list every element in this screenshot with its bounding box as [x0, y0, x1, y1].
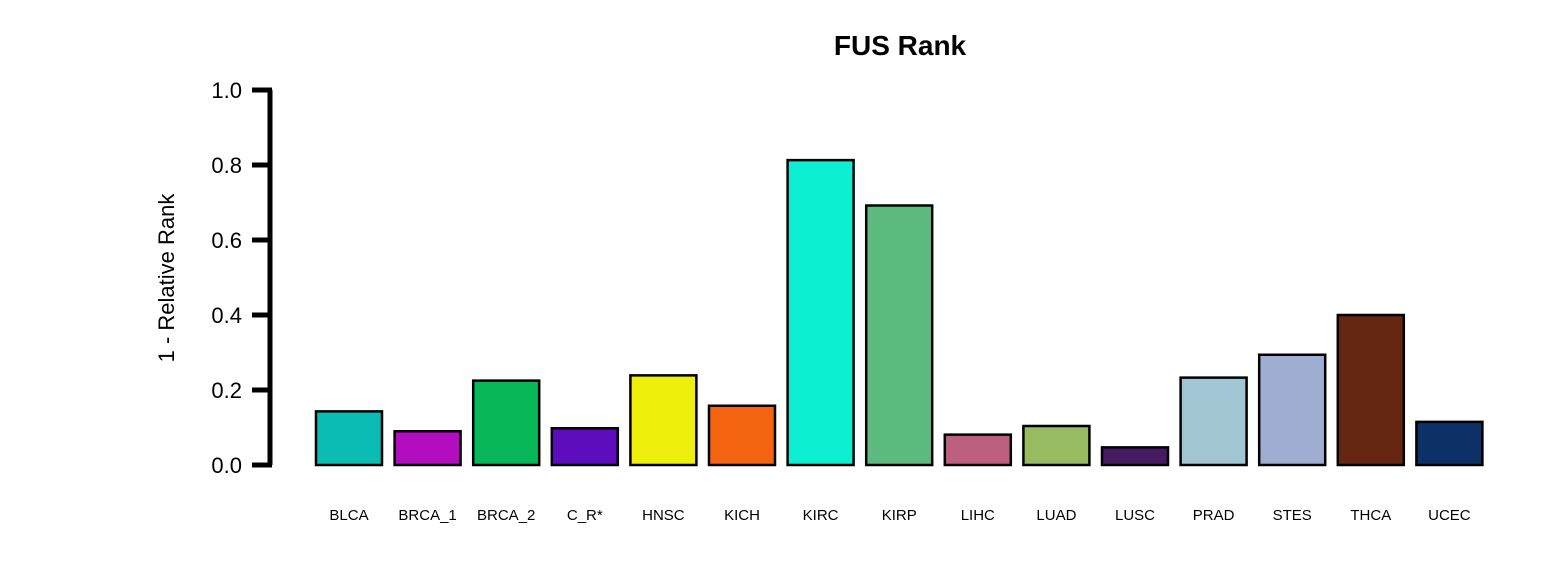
- x-tick-label: STES: [1273, 507, 1312, 524]
- x-tick-label: BRCA_2: [477, 507, 535, 524]
- bar-luad: [1022, 424, 1091, 467]
- x-tick-labels: BLCA BRCA_1 BRCA_2 C_R* HNSC KICH KIRC KIRP LIHC…: [329, 507, 1470, 524]
- x-tick-label: LIHC: [961, 507, 995, 524]
- x-tick-label: KIRP: [882, 507, 917, 524]
- x-tick-label: LUAD: [1036, 507, 1076, 524]
- bar-kirp: [864, 204, 934, 467]
- y-tick-label: 0.0: [211, 453, 242, 478]
- x-tick-label: PRAD: [1193, 507, 1235, 524]
- bar-lusc: [1100, 446, 1170, 467]
- x-tick-label: C_R*: [567, 507, 603, 524]
- y-axis: 0.0 0.2 0.4 0.6 0.8 1.0: [211, 78, 273, 478]
- bar-kich: [707, 404, 777, 467]
- x-tick-label: BRCA_1: [398, 507, 456, 524]
- bar-prad: [1179, 376, 1248, 467]
- y-tick-label: 0.8: [211, 153, 242, 178]
- bar-thca: [1336, 313, 1406, 467]
- x-tick-label: HNSC: [642, 507, 685, 524]
- y-tick-label: 0.6: [211, 228, 242, 253]
- bar-stes: [1257, 353, 1327, 467]
- x-tick-label: BLCA: [329, 507, 368, 524]
- bar-brca-2: [471, 379, 541, 467]
- bar-c-r: [550, 427, 620, 467]
- bar-hnsc: [629, 374, 698, 467]
- bars-group: [314, 158, 1484, 467]
- bar-blca: [314, 410, 384, 467]
- x-tick-label: KICH: [724, 507, 760, 524]
- y-tick-label: 1.0: [211, 78, 242, 103]
- bar-ucec: [1415, 420, 1484, 467]
- y-axis-label: 1 - Relative Rank: [154, 193, 179, 363]
- x-tick-label: LUSC: [1115, 507, 1155, 524]
- bar-brca-1: [393, 430, 462, 467]
- bar-kirc: [786, 158, 855, 467]
- y-tick-label: 0.2: [211, 378, 242, 403]
- chart-title: FUS Rank: [834, 30, 967, 61]
- x-tick-label: UCEC: [1428, 507, 1471, 524]
- x-tick-label: THCA: [1350, 507, 1391, 524]
- y-tick-label: 0.4: [211, 303, 242, 328]
- x-tick-label: KIRC: [803, 507, 839, 524]
- bar-lihc: [943, 433, 1013, 467]
